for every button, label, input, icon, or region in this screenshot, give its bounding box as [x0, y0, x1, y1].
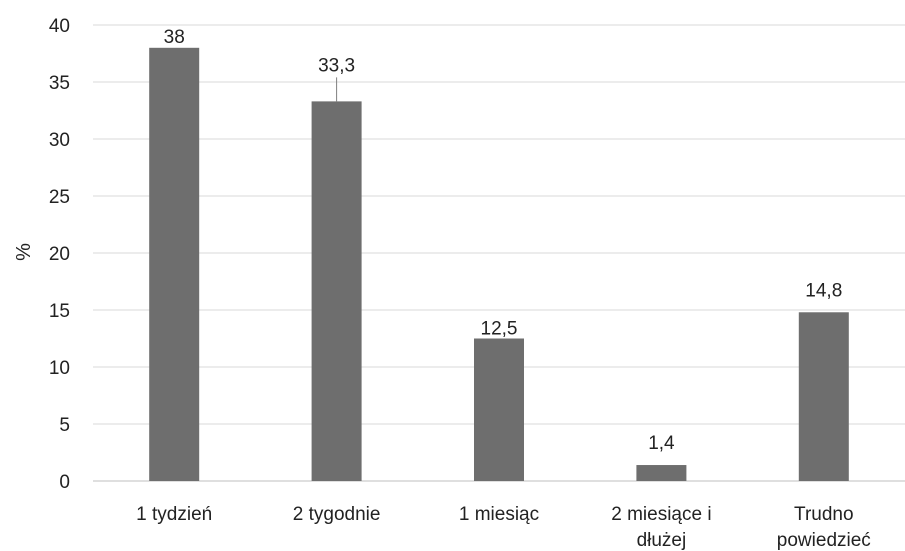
bar: [636, 465, 687, 481]
y-tick-label: 5: [59, 415, 70, 436]
bar: [149, 47, 200, 482]
y-tick-label: 0: [59, 472, 70, 493]
bars: [149, 47, 849, 482]
x-category-label: Trudno powiedzieć: [777, 504, 871, 551]
x-category-labels: 1 tydzień 2 tygodnie 1 miesiąc 2 miesiące i…: [136, 504, 871, 551]
y-tick-label: 20: [49, 244, 70, 265]
x-category-label: 1 miesiąc: [459, 504, 539, 525]
bar: [474, 338, 524, 481]
data-label: 1,4: [648, 433, 675, 454]
y-tick-labels: 0 5 10 15 20 25 30 35 40: [49, 16, 70, 493]
y-tick-label: 40: [49, 16, 70, 37]
x-category-label: 2 tygodnie: [293, 504, 381, 525]
data-label: 38: [164, 27, 185, 48]
data-label: 33,3: [318, 55, 355, 76]
x-category-label: 2 miesiące i dłużej: [611, 504, 711, 551]
bar: [311, 101, 362, 481]
y-tick-label: 25: [49, 187, 70, 208]
gridlines: [93, 24, 905, 482]
y-axis-title: %: [13, 243, 35, 261]
data-label: 12,5: [481, 319, 518, 340]
data-labels: 38 33,3 12,5 1,4 14,8: [164, 27, 843, 454]
y-tick-label: 35: [49, 73, 70, 94]
y-tick-label: 15: [49, 301, 70, 322]
x-category-label: 1 tydzień: [136, 504, 212, 525]
data-label: 14,8: [805, 280, 842, 301]
y-tick-label: 30: [49, 130, 70, 151]
bar: [798, 312, 849, 481]
y-tick-label: 10: [49, 358, 70, 379]
